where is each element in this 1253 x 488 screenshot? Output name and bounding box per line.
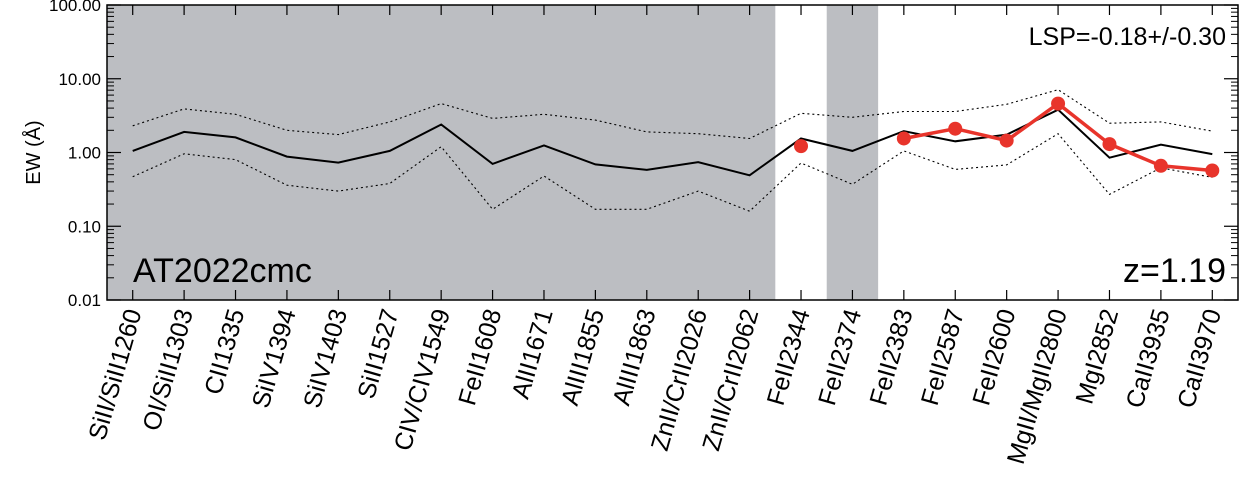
- y-tick-label: 10.00: [58, 70, 101, 89]
- y-tick-label: 0.01: [68, 291, 101, 310]
- x-axis-ticks: [132, 5, 1213, 300]
- data-point-feii2344: [794, 139, 809, 154]
- y-axis-title: EW (Å): [22, 120, 45, 184]
- shaded-region-1: [826, 5, 879, 300]
- x-category-label: FeII2344: [762, 306, 816, 409]
- data-point-feii2587: [948, 121, 963, 136]
- lsp-label: LSP=-0.18+/-0.30: [1029, 23, 1226, 51]
- x-category-label: FeII2383: [864, 306, 918, 409]
- x-category-label: AlIII1855: [556, 306, 610, 409]
- data-point-mgi2852: [1102, 137, 1117, 152]
- series-line-observed: [903, 101, 1213, 173]
- data-point-feii2600: [999, 133, 1014, 148]
- data-point-mgii-mgii2800: [1051, 96, 1066, 111]
- x-category-label: AlIII1863: [607, 306, 661, 409]
- x-category-label: CaII3970: [1172, 306, 1227, 411]
- x-category-label: FeII2374: [813, 306, 867, 409]
- x-category-label: CaII3935: [1121, 306, 1176, 411]
- shaded-region-0: [107, 5, 776, 300]
- shaded-regions: [107, 5, 879, 300]
- x-category-label: FeII2587: [916, 306, 970, 409]
- y-tick-label: 1.00: [68, 144, 101, 163]
- x-category-label: OI/SiII1303: [137, 306, 198, 434]
- y-tick-label: 0.10: [68, 217, 101, 236]
- x-category-label: FeII2600: [967, 306, 1021, 409]
- data-point-feii2383: [896, 131, 911, 146]
- y-tick-label: 100.00: [49, 0, 101, 15]
- x-category-label: AlII1671: [507, 306, 559, 402]
- data-point-caii3970: [1205, 163, 1220, 178]
- y-tick-labels: 0.01 0.10 1.00 10.00 100.00: [49, 0, 101, 310]
- object-name-label: AT2022cmc: [133, 252, 312, 290]
- x-category-label: SiIV1394: [247, 306, 302, 411]
- x-category-label: SiII1527: [352, 306, 404, 402]
- series-line-dotted-1: [132, 89, 1213, 140]
- x-category-label: FeII1608: [453, 306, 507, 409]
- plot-frame: [106, 4, 1239, 301]
- data-point-caii3935: [1153, 158, 1168, 173]
- x-category-label: SiIV1403: [298, 306, 353, 411]
- series-line-dotted-2: [132, 132, 1213, 212]
- x-category-label: MgI2852: [1071, 306, 1125, 407]
- redshift-label: z=1.19: [1123, 252, 1226, 290]
- x-category-label: CII1335: [199, 306, 250, 398]
- series-group: [132, 89, 1220, 212]
